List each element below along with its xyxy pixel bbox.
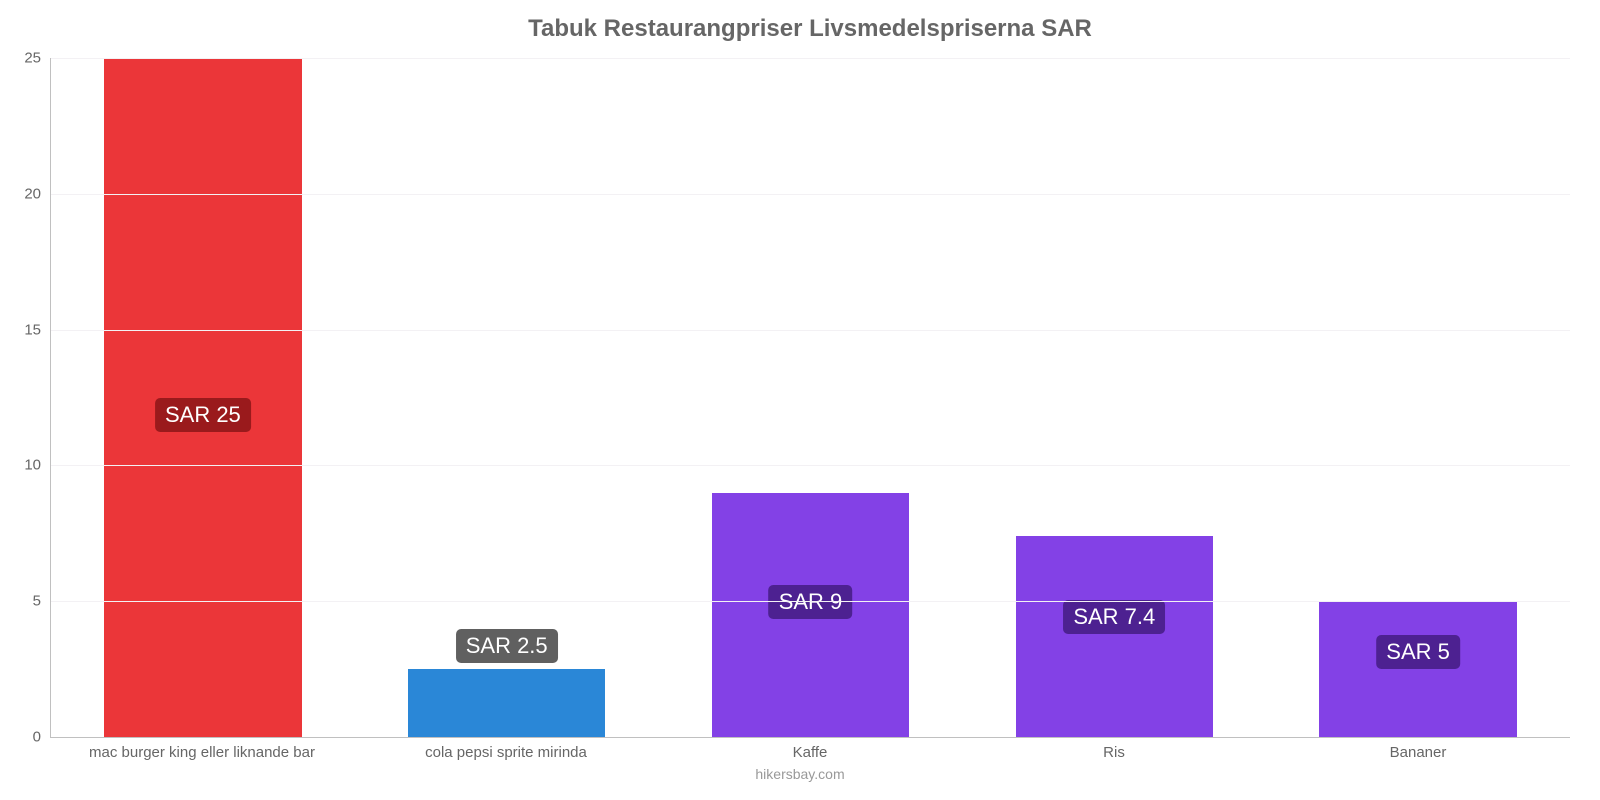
x-axis-labels: mac burger king eller liknande barcola p… [50,738,1570,761]
y-tick-label: 0 [33,729,41,746]
chart-title: Tabuk Restaurangpriser Livsmedelsprisern… [50,15,1570,43]
bars-container: SAR 25 SAR 2.5 SAR 9 SAR 7.4 SAR 5 [51,58,1570,737]
x-tick-label: Ris [962,738,1266,761]
x-tick-label: mac burger king eller liknande bar [50,738,354,761]
y-tick-label: 10 [24,457,41,474]
bar-slot: SAR 9 [659,58,963,737]
value-badge: SAR 2.5 [456,629,558,663]
grid-line [51,194,1570,195]
bar: SAR 7.4 [1016,536,1213,737]
y-tick-label: 5 [33,593,41,610]
grid-line [51,58,1570,59]
value-badge: SAR 25 [155,398,251,432]
y-tick-label: 25 [24,50,41,67]
plot-area: SAR 25SAR 2.5SAR 9SAR 7.4SAR 5 051015202… [50,58,1570,738]
value-badge: SAR 7.4 [1063,600,1165,634]
bar: SAR 9 [712,493,909,737]
y-tick-label: 15 [24,321,41,338]
bar: SAR 5 [1319,601,1516,737]
value-badge: SAR 9 [769,585,853,619]
bar: SAR 25 [104,58,301,737]
price-bar-chart: Tabuk Restaurangpriser Livsmedelsprisern… [0,0,1600,800]
x-tick-label: cola pepsi sprite mirinda [354,738,658,761]
grid-line [51,601,1570,602]
credit-text: hikersbay.com [0,766,1600,782]
bar-slot: SAR 7.4 [962,58,1266,737]
y-tick-label: 20 [24,185,41,202]
bar-slot: SAR 25 [51,58,355,737]
bar: SAR 2.5 [408,669,605,737]
grid-line [51,465,1570,466]
grid-line [51,330,1570,331]
bar-slot: SAR 2.5 [355,58,659,737]
value-badge: SAR 5 [1376,635,1460,669]
x-tick-label: Kaffe [658,738,962,761]
bar-slot: SAR 5 [1266,58,1570,737]
x-tick-label: Bananer [1266,738,1570,761]
